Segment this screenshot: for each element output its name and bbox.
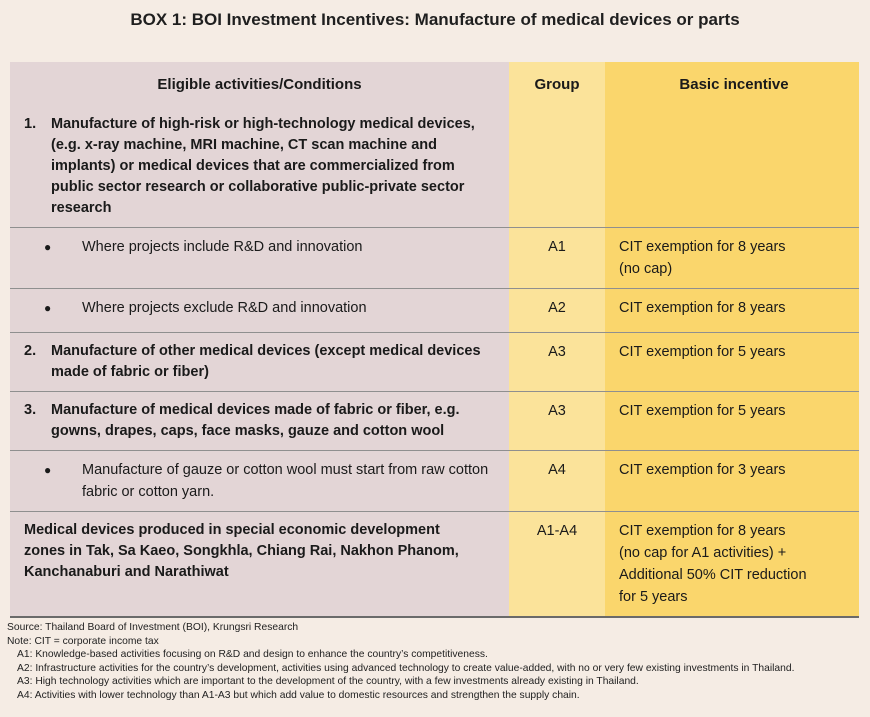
bullet-icon: ● [44, 240, 52, 254]
incentive-line: (no cap for A1 activities) + [619, 545, 787, 561]
item-number: 2. [24, 343, 37, 359]
activity-text: Manufacture of other medical devices (ex… [51, 343, 481, 380]
group-cell: A3 [509, 391, 605, 451]
group-cell: A1-A4 [509, 511, 605, 618]
incentive-line: CIT exemption for 3 years [619, 462, 786, 478]
incentive-cell: CIT exemption for 8 years [605, 288, 859, 333]
incentive-cell: CIT exemption for 8 years (no cap) [605, 227, 859, 289]
a2-note: A2: Infrastructure activities for the co… [17, 662, 795, 674]
activity-text: Where projects include R&D and innovatio… [82, 239, 363, 255]
table-row: ● Where projects exclude R&D and innovat… [10, 288, 859, 333]
group-cell: A4 [509, 450, 605, 512]
table-row: Medical devices produced in special econ… [10, 511, 859, 618]
cit-note: Note: CIT = corporate income tax [7, 635, 159, 647]
table-row: ● Manufacture of gauze or cotton wool mu… [10, 450, 859, 512]
incentive-line: for 5 years [619, 589, 688, 605]
source-note: Source: Thailand Board of Investment (BO… [7, 622, 299, 633]
activity-text: Manufacture of medical devices made of f… [51, 402, 460, 439]
bullet-icon: ● [44, 463, 52, 477]
incentive-line: CIT exemption for 8 years [619, 523, 786, 539]
header-activities: Eligible activities/Conditions [10, 62, 509, 106]
group-cell: A3 [509, 332, 605, 392]
incentive-cell: CIT exemption for 3 years [605, 450, 859, 512]
a1-note: A1: Knowledge-based activities focusing … [17, 649, 488, 661]
incentive-line: CIT exemption for 5 years [619, 344, 786, 360]
incentive-line: CIT exemption for 5 years [619, 403, 786, 419]
activity-text: Medical devices produced in special econ… [24, 520, 497, 583]
group-cell: A2 [509, 288, 605, 333]
table-row: 1. Manufacture of high-risk or high-tech… [10, 106, 859, 228]
header-incentive: Basic incentive [605, 62, 859, 106]
table-row: ● Where projects include R&D and innovat… [10, 227, 859, 289]
activity-text: Manufacture of high-risk or high-technol… [51, 116, 475, 216]
header-group: Group [509, 62, 605, 106]
footnotes: Source: Thailand Board of Investment (BO… [7, 621, 794, 703]
a3-note: A3: High technology activities which are… [17, 676, 639, 688]
incentive-line: Additional 50% CIT reduction [619, 567, 807, 583]
incentive-cell: CIT exemption for 5 years [605, 332, 859, 392]
activity-text: Manufacture of gauze or cotton wool must… [82, 462, 489, 500]
activity-line: Medical devices produced in special econ… [24, 522, 440, 538]
table-row: 3. Manufacture of medical devices made o… [10, 391, 859, 451]
incentive-line: CIT exemption for 8 years [619, 239, 786, 255]
table-header-row: Eligible activities/Conditions Group Bas… [10, 62, 859, 106]
incentive-line: CIT exemption for 8 years [619, 300, 786, 316]
a4-note: A4: Activities with lower technology tha… [17, 689, 580, 701]
item-number: 3. [24, 402, 37, 418]
incentive-cell: CIT exemption for 8 years (no cap for A1… [605, 511, 859, 618]
bullet-icon: ● [44, 301, 52, 315]
table-row: 2. Manufacture of other medical devices … [10, 332, 859, 392]
incentive-cell: CIT exemption for 5 years [605, 391, 859, 451]
box-title: BOX 1: BOI Investment Incentives: Manufa… [130, 10, 740, 29]
activity-text: Where projects exclude R&D and innovatio… [82, 300, 367, 316]
activity-line: zones in Tak, Sa Kaeo, Songkhla, Chiang … [24, 543, 459, 559]
activity-line: Kanchanaburi and Narathiwat [24, 564, 229, 580]
incentive-cell [605, 106, 859, 228]
item-number: 1. [24, 116, 37, 132]
group-cell [509, 106, 605, 228]
group-cell: A1 [509, 227, 605, 289]
incentives-table: Eligible activities/Conditions Group Bas… [10, 62, 859, 618]
incentive-line: (no cap) [619, 261, 673, 277]
